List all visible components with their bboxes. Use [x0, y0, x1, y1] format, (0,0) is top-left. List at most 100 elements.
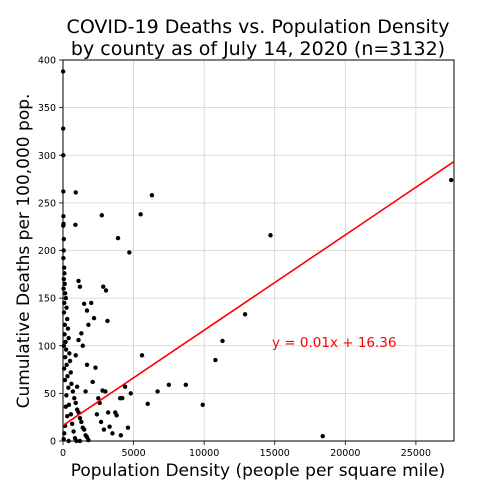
data-point: [200, 402, 205, 408]
data-point: [72, 395, 77, 401]
data-point: [62, 332, 67, 337]
data-point: [61, 286, 66, 291]
data-point: [62, 431, 67, 436]
grid-lines: [62, 59, 454, 442]
x-tick-label: 15000: [260, 448, 290, 459]
data-point: [125, 425, 131, 430]
data-point: [320, 434, 325, 439]
data-point: [61, 310, 67, 315]
data-point: [62, 291, 68, 296]
data-point: [61, 189, 66, 194]
chart-title-line-1: COVID-19 Deaths vs. Population Density: [67, 16, 450, 38]
data-point: [81, 427, 87, 432]
data-point: [91, 315, 97, 321]
data-point: [77, 415, 83, 421]
data-point: [66, 335, 71, 341]
data-point: [84, 362, 90, 367]
data-point: [139, 353, 145, 358]
data-point: [68, 370, 73, 375]
data-point: [66, 438, 71, 444]
data-point: [64, 393, 69, 398]
data-point: [61, 248, 66, 253]
data-point: [155, 389, 160, 394]
data-point: [79, 331, 84, 336]
data-point: [101, 427, 107, 432]
y-tick-label: 100: [38, 341, 56, 352]
data-point: [66, 385, 71, 390]
y-tick-label: 150: [38, 294, 56, 305]
data-point: [74, 384, 80, 389]
data-point: [79, 419, 84, 425]
data-point: [73, 400, 78, 406]
y-tick-label: 300: [38, 151, 56, 162]
data-point: [448, 177, 454, 183]
data-point: [61, 153, 66, 158]
data-point: [63, 347, 69, 352]
data-point: [67, 351, 72, 356]
trendline-group: [62, 160, 455, 427]
data-point: [213, 357, 218, 363]
data-point: [118, 433, 124, 438]
data-point: [71, 429, 76, 434]
data-point: [61, 255, 66, 261]
data-point: [77, 438, 83, 444]
data-point: [73, 222, 78, 227]
data-point: [76, 278, 81, 284]
y-tick-label: 400: [38, 56, 56, 67]
y-tick-label: 0: [50, 437, 56, 448]
data-point: [77, 284, 83, 289]
data-point: [166, 382, 172, 388]
data-point: [110, 431, 115, 436]
data-point: [61, 214, 66, 219]
x-tick-label: 20000: [330, 448, 360, 459]
y-axis-ticks: 0 50 100 150 200 250 300 350 400: [38, 56, 63, 448]
data-point: [63, 295, 69, 301]
data-point: [76, 337, 81, 343]
data-point: [62, 281, 67, 287]
data-point: [64, 362, 69, 367]
x-tick-label: 25000: [401, 448, 431, 459]
data-point: [61, 223, 66, 228]
x-axis-label: Population Density (people per square mi…: [71, 461, 445, 481]
data-point: [69, 421, 75, 427]
data-point: [65, 374, 70, 379]
data-point: [63, 404, 69, 409]
data-point: [115, 235, 121, 241]
data-point: [65, 316, 70, 322]
y-tick-label: 250: [38, 198, 56, 209]
data-point: [62, 322, 68, 327]
data-point: [62, 377, 68, 383]
x-tick-label: 10000: [189, 448, 219, 459]
data-point: [63, 339, 68, 345]
y-tick-label: 50: [44, 389, 56, 400]
data-point: [81, 301, 87, 307]
data-point: [70, 389, 76, 394]
data-point: [90, 379, 95, 385]
data-point: [105, 318, 110, 324]
data-point: [65, 414, 70, 419]
data-point: [65, 326, 71, 331]
data-point: [62, 271, 67, 276]
data-point: [96, 395, 101, 401]
data-points: [60, 69, 454, 444]
trendline-equation: y = 0.01x + 16.36: [272, 335, 396, 351]
data-point: [242, 312, 248, 317]
data-point: [80, 343, 85, 348]
data-point: [61, 276, 67, 282]
data-point: [84, 308, 90, 313]
data-point: [101, 284, 106, 289]
y-tick-label: 200: [38, 246, 56, 257]
data-point: [86, 437, 91, 443]
data-point: [103, 288, 109, 293]
data-point: [149, 193, 155, 198]
data-point: [61, 265, 67, 270]
data-point: [120, 395, 125, 401]
y-tick-label: 350: [38, 103, 56, 114]
data-point: [103, 389, 108, 394]
data-point: [61, 366, 67, 371]
data-point: [83, 389, 88, 394]
data-point: [122, 384, 128, 389]
data-point: [74, 438, 79, 444]
data-point: [61, 236, 67, 242]
